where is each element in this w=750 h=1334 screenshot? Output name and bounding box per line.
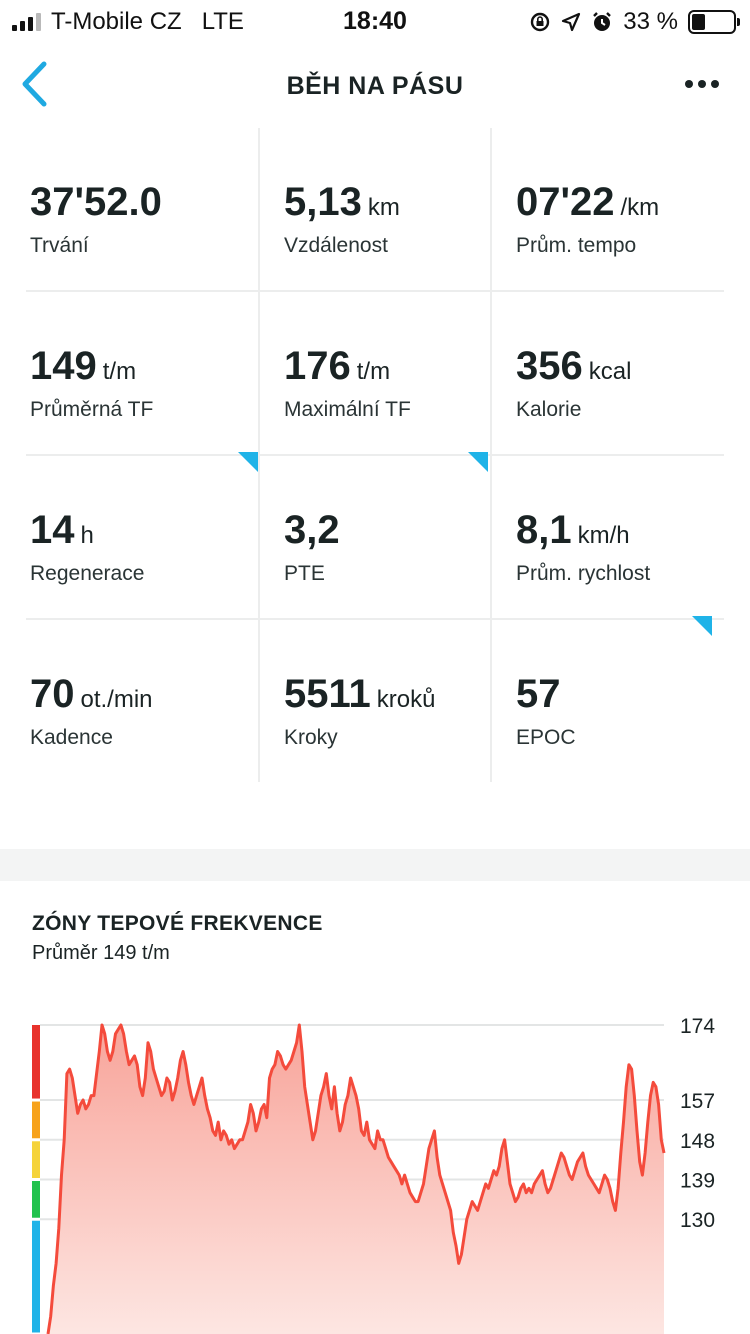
hr-zones-chart[interactable]: 174 157 148 139 130 [0,1000,750,1334]
status-left: T-Mobile CZ LTE [12,8,244,36]
stat-label: EPOC [516,726,576,749]
zone-color-bar [32,1025,40,1333]
stat-label: Maximální TF [284,398,411,421]
stat-steps: 5511 kroků Kroky [254,620,486,783]
stat-recovery[interactable]: 14 h Regenerace [0,452,258,619]
stat-calories: 356 kcal Kalorie [486,292,718,455]
stat-value: 14 [30,508,75,552]
status-bar: T-Mobile CZ LTE 18:40 33 % [0,0,750,40]
info-corner-icon [468,452,488,472]
stat-value: 176 [284,344,351,388]
network-type: LTE [201,8,244,35]
stat-label: Kroky [284,726,338,749]
stat-value: 8,1 [516,508,572,552]
more-dot [685,80,693,88]
chevron-left-icon [22,61,47,107]
stat-value: 5511 [284,672,371,716]
stat-unit: ot./min [80,686,153,713]
signal-icon [12,13,41,31]
stat-unit: km [367,194,400,221]
stat-avg-hr: 149 t/m Průměrná TF [0,292,232,455]
stat-value: 3,2 [284,508,340,552]
stat-distance: 5,13 km Vzdálenost [254,128,486,291]
stat-value: 07'22 [516,180,615,224]
stat-max-hr: 176 t/m Maximální TF [254,292,486,455]
y-axis-ticks: 174 157 148 139 130 [680,1015,715,1232]
y-tick-label: 148 [680,1130,715,1153]
stat-unit: km/h [577,522,630,549]
location-icon [562,12,581,32]
stat-value: 57 [516,672,561,716]
stat-label: Prům. rychlost [516,562,651,585]
stat-avg-pace: 07'22/km Prům. tempo [486,128,718,291]
back-button[interactable] [10,56,58,112]
more-dot [711,80,719,88]
stat-value: 356 [516,344,583,388]
stat-pte[interactable]: 3,2 PTE [254,452,488,619]
more-dot [698,80,706,88]
rotation-lock-icon [531,12,550,32]
stat-value: 5,13 [284,180,362,224]
info-corner-icon [238,452,258,472]
hr-line [46,1023,666,1334]
section-separator [0,849,750,881]
stat-label: Prům. tempo [516,234,637,257]
stat-label: Kalorie [516,398,582,421]
hr-zones-average: Průměr 149 t/m [32,942,170,964]
stat-unit: /km [620,194,660,221]
stat-label: Vzdálenost [284,234,388,257]
zone-segment [32,1181,40,1218]
zone-segment [32,1141,40,1178]
info-corner-icon [692,616,712,636]
battery-percent: 33 % [623,8,678,35]
nav-bar: BĚH NA PÁSU [0,44,750,128]
stat-cadence: 70 ot./min Kadence [0,620,232,783]
carrier-name: T-Mobile CZ [51,8,182,35]
stat-duration: 37'52.0 Trvání [0,128,232,291]
y-tick-label: 130 [680,1209,715,1232]
grid-divider [26,454,724,456]
grid-divider [26,290,724,292]
stat-avg-speed: 8,1 km/h Prům. rychlost [486,456,718,619]
stat-unit: kroků [376,686,436,713]
y-tick-label: 157 [680,1090,715,1113]
battery-icon [688,10,740,34]
stat-label: Regenerace [30,562,145,585]
stat-value: 70 [30,672,75,716]
grid-divider [26,618,724,620]
y-tick-label: 139 [680,1170,715,1193]
status-right: 33 % [529,8,740,36]
alarm-icon [593,12,612,31]
stat-label: PTE [284,562,325,585]
zone-segment [32,1101,40,1139]
stat-unit: kcal [588,358,632,385]
hr-area [48,1025,664,1334]
zone-segment [32,1025,40,1099]
stats-grid: 37'52.0 Trvání 5,13 km Vzdálenost 07'22/k… [0,128,750,782]
stat-unit: t/m [102,358,137,385]
more-options-button[interactable] [678,66,726,102]
stat-label: Trvání [30,234,89,257]
zone-segment [32,1220,40,1333]
stat-value: 149 [30,344,97,388]
stat-unit: h [80,522,94,549]
stat-unit: t/m [356,358,391,385]
stat-epoc[interactable]: 57 EPOC [486,616,718,783]
stat-label: Průměrná TF [30,398,154,421]
y-tick-label: 174 [680,1015,715,1038]
stat-label: Kadence [30,726,113,749]
page-title: BĚH NA PÁSU [286,72,464,100]
hr-zones-title: ZÓNY TEPOVÉ FREKVENCE [32,912,323,935]
stat-value: 37'52.0 [30,180,162,224]
